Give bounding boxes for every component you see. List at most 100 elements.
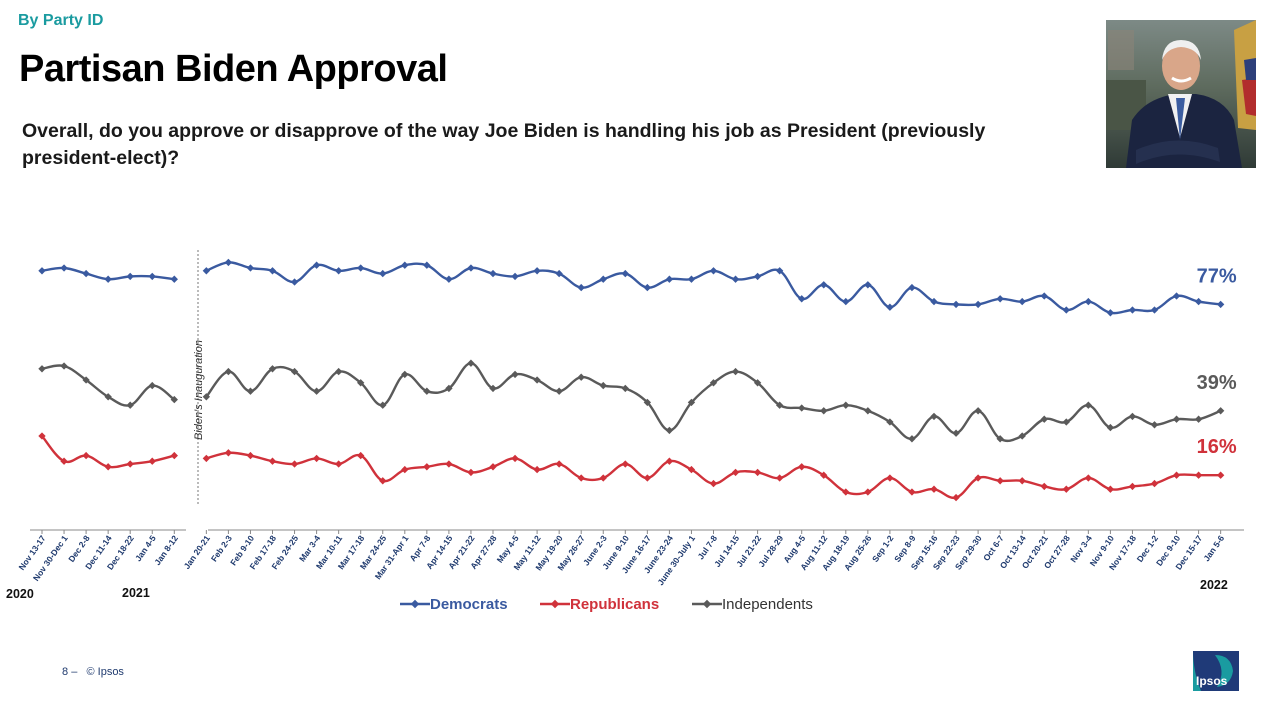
data-point: [798, 404, 806, 412]
ipsos-logo: Ipsos: [1193, 651, 1239, 691]
data-point: [753, 272, 762, 281]
data-point: [445, 384, 453, 393]
series-democrats: [38, 258, 1225, 317]
legend-item-independents: Independents: [692, 596, 813, 613]
data-point: [1194, 471, 1203, 479]
data-point: [423, 261, 431, 269]
data-point: [1172, 415, 1181, 423]
data-point: [60, 264, 68, 272]
data-point: [467, 359, 475, 367]
data-point: [886, 474, 894, 482]
data-point: [1194, 415, 1203, 423]
data-point: [1062, 485, 1070, 493]
data-point: [952, 300, 960, 309]
end-value-labels: 77% 16% 39%: [1197, 265, 1237, 458]
data-point: [1018, 297, 1026, 306]
data-point: [731, 275, 740, 283]
data-point: [126, 401, 134, 409]
data-point: [148, 457, 156, 465]
survey-question: Overall, do you approve or disapprove of…: [22, 120, 986, 169]
data-point: [82, 376, 90, 384]
data-point: [202, 454, 211, 463]
data-point: [1216, 407, 1225, 415]
footer-separator: –: [71, 666, 78, 678]
data-point: [687, 275, 696, 283]
series-line-republicans: [206, 451, 1221, 500]
data-point: [864, 281, 872, 289]
data-point: [290, 367, 299, 376]
data-point: [82, 269, 90, 278]
data-point: [357, 379, 365, 387]
data-point: [864, 488, 872, 496]
data-point: [224, 258, 233, 267]
data-point: [268, 457, 277, 465]
data-point: [996, 435, 1004, 443]
data-point: [202, 267, 211, 275]
data-point: [577, 474, 585, 482]
legend-marker: [410, 599, 420, 609]
data-point: [170, 275, 178, 283]
data-point: [665, 457, 674, 465]
data-point: [775, 474, 784, 482]
data-point: [709, 479, 718, 488]
data-point: [842, 401, 850, 409]
data-point: [334, 367, 343, 376]
data-point: [952, 493, 960, 502]
data-point: [842, 488, 850, 496]
data-point: [908, 283, 916, 292]
data-point: [1128, 482, 1137, 491]
data-point: [908, 435, 916, 443]
data-point: [423, 463, 431, 471]
data-point: [930, 297, 938, 306]
data-point: [820, 471, 828, 479]
data-point: [401, 261, 409, 269]
data-point: [1150, 479, 1159, 488]
data-point: [555, 387, 563, 395]
data-point: [1040, 292, 1048, 300]
legend-label: Republicans: [570, 596, 659, 613]
data-point: [665, 426, 674, 435]
data-point: [533, 376, 541, 384]
x-tick-label: Jan 20-21: [182, 533, 213, 571]
data-point: [974, 300, 982, 309]
data-point: [753, 379, 762, 387]
data-point: [334, 460, 343, 468]
data-point: [952, 429, 960, 437]
data-point: [246, 451, 255, 460]
data-point: [290, 278, 299, 286]
ipsos-logo-text: Ipsos: [1196, 674, 1228, 688]
data-point: [599, 275, 607, 283]
year-label: 2020: [6, 587, 34, 601]
data-point: [1150, 421, 1159, 429]
data-point: [886, 303, 894, 311]
data-point: [555, 269, 563, 278]
data-point: [126, 460, 134, 468]
data-point: [621, 384, 629, 393]
data-point: [489, 463, 497, 471]
data-point: [820, 281, 828, 289]
data-point: [312, 454, 321, 463]
data-point: [489, 269, 497, 278]
x-tick-label: Sep 1-2: [870, 533, 896, 564]
data-point: [60, 362, 68, 370]
data-point: [842, 297, 850, 306]
data-point: [379, 269, 387, 278]
data-point: [312, 387, 321, 395]
data-point: [357, 451, 365, 460]
chart-legend: Democrats Republicans Independents: [400, 596, 813, 613]
data-point: [577, 283, 585, 292]
data-point: [996, 295, 1004, 303]
data-point: [731, 468, 740, 477]
data-point: [148, 272, 156, 281]
data-point: [908, 488, 916, 496]
data-point: [38, 432, 46, 440]
data-point: [1040, 482, 1048, 491]
data-point: [533, 267, 541, 275]
copyright-text: © Ipsos: [86, 666, 124, 678]
data-point: [930, 485, 938, 493]
data-point: [60, 457, 68, 465]
data-point: [798, 463, 806, 471]
data-point: [1018, 477, 1026, 485]
data-point: [312, 261, 321, 269]
data-point: [445, 275, 453, 283]
